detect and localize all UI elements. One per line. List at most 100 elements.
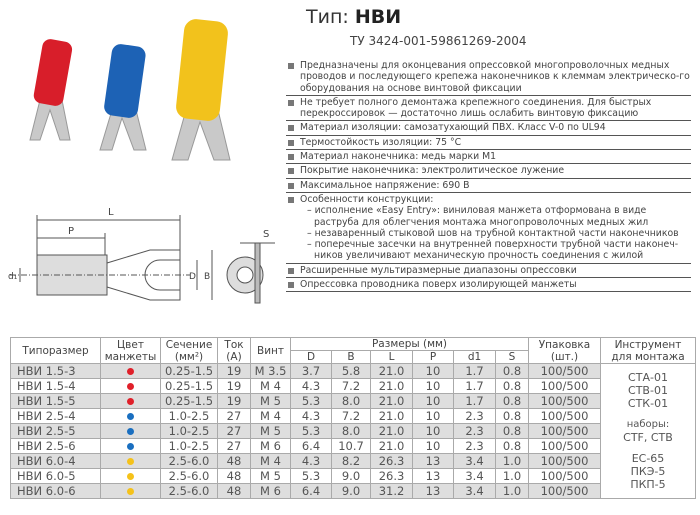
table-row: НВИ 6.0-6 2.5-6.0 48 M 6 6.4 9.0 31.2 13 3.4 1.0 1… <box>10 483 696 499</box>
color-dot-red <box>127 367 134 375</box>
cell-color <box>100 483 161 499</box>
label-P: P <box>68 226 74 237</box>
feature-item: Расширенные мультиразмерные диапазоны оп… <box>286 264 691 279</box>
feature-item: Максимальное напряжение: 690 В <box>286 179 691 193</box>
construction-item: – поперечные засечки на внутренней повер… <box>307 239 679 262</box>
header-type: Типоразмер <box>10 337 101 364</box>
header-dims: Размеры (мм) <box>290 337 529 351</box>
color-dot-yellow <box>127 487 134 495</box>
cell-screw: M 4 <box>250 453 291 469</box>
feature-item: Не требует полного демонтажа крепежного … <box>286 96 691 122</box>
table-row: НВИ 1.5-4 0.25-1.5 19 M 4 4.3 7.2 21.0 10 1.7 0.8… <box>10 378 696 394</box>
tool-item: CTF, СТВ <box>623 431 673 444</box>
red-terminal <box>29 39 73 141</box>
feature-item: Материал изоляции: самозатухающий ПВХ. К… <box>286 121 691 136</box>
cell-name: НВИ 6.0-4 <box>10 453 101 469</box>
color-dot-blue <box>127 442 134 450</box>
cell-L: 21.0 <box>370 393 413 409</box>
cell-name: НВИ 2.5-4 <box>10 408 101 424</box>
color-dot-yellow <box>127 472 134 480</box>
tu-spec: ТУ 3424-001-59861269-2004 <box>350 34 527 48</box>
cell-P: 10 <box>412 423 454 439</box>
tool-item: СТА-01 <box>628 371 668 384</box>
color-dot-red <box>127 397 134 405</box>
cell-P: 10 <box>412 378 454 394</box>
cell-L: 21.0 <box>370 423 413 439</box>
label-d1: d₁ <box>8 272 18 282</box>
cell-pack: 100/500 <box>528 453 601 469</box>
feature-list: Предназначены для оконцевания опрессовко… <box>286 59 691 293</box>
header-pack: Упаковка (шт.) <box>528 337 601 364</box>
header-P: P <box>412 350 454 364</box>
cell-S: 0.8 <box>495 378 529 394</box>
cell-pack: 100/500 <box>528 408 601 424</box>
cell-name: НВИ 1.5-5 <box>10 393 101 409</box>
cell-B: 7.2 <box>331 378 371 394</box>
cell-name: НВИ 2.5-5 <box>10 423 101 439</box>
cell-d1: 1.7 <box>453 378 496 394</box>
cell-section: 0.25-1.5 <box>160 378 218 394</box>
product-photo <box>29 19 231 161</box>
cell-D: 4.3 <box>290 408 332 424</box>
cell-d1: 2.3 <box>453 438 496 454</box>
cell-name: НВИ 1.5-3 <box>10 363 101 379</box>
color-dot-red <box>127 382 134 390</box>
cell-L: 21.0 <box>370 378 413 394</box>
yellow-terminal <box>171 19 231 161</box>
cell-D: 5.3 <box>290 468 332 484</box>
cell-color <box>100 468 161 484</box>
cell-d1: 1.7 <box>453 363 496 379</box>
table-row: НВИ 1.5-5 0.25-1.5 19 M 5 5.3 8.0 21.0 10 1.7 0.8… <box>10 393 696 409</box>
cell-d1: 2.3 <box>453 408 496 424</box>
color-dot-blue <box>127 412 134 420</box>
cell-d1: 2.3 <box>453 423 496 439</box>
cell-screw: M 4 <box>250 378 291 394</box>
cell-current: 19 <box>217 363 251 379</box>
header-tool: Инструмент для монтажа <box>600 337 696 364</box>
cell-name: НВИ 1.5-4 <box>10 378 101 394</box>
header-L: L <box>370 350 413 364</box>
cell-section: 1.0-2.5 <box>160 423 218 439</box>
cell-B: 9.0 <box>331 483 371 499</box>
tool-item: ПКЭ-5 <box>630 465 666 478</box>
table-row: НВИ 2.5-5 1.0-2.5 27 M 5 5.3 8.0 21.0 10 2.3 0.8 1… <box>10 423 696 439</box>
table-row: НВИ 2.5-4 1.0-2.5 27 M 4 4.3 7.2 21.0 10 2.3 0.8 1… <box>10 408 696 424</box>
label-B: B <box>204 272 210 282</box>
cell-color <box>100 423 161 439</box>
label-L: L <box>108 207 114 218</box>
header-d1: d1 <box>453 350 496 364</box>
header-S: S <box>495 350 529 364</box>
cell-B: 9.0 <box>331 468 371 484</box>
cell-P: 13 <box>412 468 454 484</box>
cell-current: 19 <box>217 393 251 409</box>
feature-item-construction: Особенности конструкции: – исполнение «E… <box>286 193 691 264</box>
cell-current: 27 <box>217 423 251 439</box>
cell-screw: M 5 <box>250 423 291 439</box>
cell-P: 10 <box>412 393 454 409</box>
cell-P: 10 <box>412 408 454 424</box>
cell-S: 1.0 <box>495 468 529 484</box>
tool-item: ЕС-65 <box>631 452 665 465</box>
header-color: Цвет манжеты <box>100 337 161 364</box>
cell-name: НВИ 6.0-6 <box>10 483 101 499</box>
cell-B: 5.8 <box>331 363 371 379</box>
tool-item: СТК-01 <box>627 397 669 410</box>
cell-L: 21.0 <box>370 438 413 454</box>
cell-L: 26.3 <box>370 468 413 484</box>
cell-D: 5.3 <box>290 423 332 439</box>
cell-pack: 100/500 <box>528 423 601 439</box>
cell-d1: 3.4 <box>453 453 496 469</box>
cell-name: НВИ 6.0-5 <box>10 468 101 484</box>
cell-color <box>100 363 161 379</box>
color-dot-blue <box>127 427 134 435</box>
cell-L: 26.3 <box>370 453 413 469</box>
cell-D: 6.4 <box>290 438 332 454</box>
table-row: НВИ 2.5-6 1.0-2.5 27 M 6 6.4 10.7 21.0 10 2.3 0.8… <box>10 438 696 454</box>
technical-drawing: L P d₁ D B S <box>8 207 275 304</box>
label-D: D <box>189 272 196 282</box>
header-section: Сечение (мм²) <box>160 337 218 364</box>
cell-current: 27 <box>217 438 251 454</box>
feature-item: Покрытие наконечника: электролитическое … <box>286 164 691 179</box>
cell-section: 2.5-6.0 <box>160 483 218 499</box>
cell-S: 1.0 <box>495 483 529 499</box>
